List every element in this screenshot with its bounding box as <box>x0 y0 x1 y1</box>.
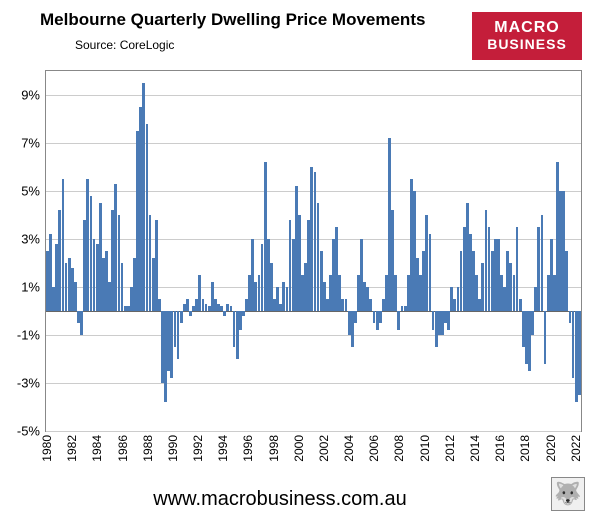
bar <box>379 311 382 323</box>
bar <box>345 299 348 311</box>
x-tick-label: 2018 <box>518 435 532 462</box>
bar <box>158 299 161 311</box>
y-tick-label: -5% <box>17 424 40 439</box>
grid-line <box>46 431 581 432</box>
bar <box>121 263 124 311</box>
bar <box>531 311 534 335</box>
x-tick-label: 2016 <box>493 435 507 462</box>
bar <box>429 234 432 311</box>
x-tick-label: 1980 <box>40 435 54 462</box>
x-tick-label: 1982 <box>65 435 79 462</box>
grid-line <box>46 143 581 144</box>
x-tick-label: 2002 <box>317 435 331 462</box>
bar <box>74 282 77 311</box>
bar <box>242 311 245 316</box>
x-tick-label: 1990 <box>166 435 180 462</box>
brand-logo: MACRO BUSINESS <box>472 12 582 60</box>
x-tick-label: 1996 <box>241 435 255 462</box>
x-tick-label: 2006 <box>367 435 381 462</box>
bar <box>519 299 522 311</box>
bar <box>394 275 397 311</box>
bar <box>447 311 450 330</box>
x-tick-label: 2014 <box>468 435 482 462</box>
bar <box>578 311 581 395</box>
y-tick-label: -3% <box>17 376 40 391</box>
bar <box>180 311 183 323</box>
x-tick-label: 1986 <box>116 435 130 462</box>
chart-container: Melbourne Quarterly Dwelling Price Movem… <box>0 0 597 519</box>
bar <box>80 311 83 335</box>
x-tick-label: 1988 <box>141 435 155 462</box>
x-tick-label: 2000 <box>292 435 306 462</box>
bar <box>565 251 568 311</box>
grid-line <box>46 95 581 96</box>
logo-line2: BUSINESS <box>487 36 567 53</box>
bar <box>544 311 547 364</box>
bar <box>541 215 544 311</box>
x-tick-label: 2020 <box>544 435 558 462</box>
y-tick-label: 5% <box>21 184 40 199</box>
x-tick-label: 1984 <box>90 435 104 462</box>
x-tick-label: 2012 <box>443 435 457 462</box>
y-tick-label: 9% <box>21 88 40 103</box>
chart-title: Melbourne Quarterly Dwelling Price Movem… <box>40 10 425 30</box>
source-label: Source: CoreLogic <box>75 38 174 52</box>
bar <box>369 299 372 311</box>
wolf-icon: 🐺 <box>551 477 585 511</box>
plot-area: -5%-3%-1%1%3%5%7%9%198019821984198619881… <box>45 70 582 432</box>
bar <box>186 299 189 311</box>
x-tick-label: 2010 <box>418 435 432 462</box>
y-tick-label: 1% <box>21 280 40 295</box>
y-tick-label: -1% <box>17 328 40 343</box>
grid-line <box>46 383 581 384</box>
x-tick-label: 2022 <box>569 435 583 462</box>
zero-line <box>46 311 581 312</box>
logo-line1: MACRO <box>494 20 559 36</box>
bar <box>354 311 357 323</box>
bar <box>223 311 226 316</box>
y-tick-label: 7% <box>21 136 40 151</box>
x-tick-label: 2004 <box>342 435 356 462</box>
y-tick-label: 3% <box>21 232 40 247</box>
x-tick-label: 1992 <box>191 435 205 462</box>
footer-url: www.macrobusiness.com.au <box>0 488 560 511</box>
x-tick-label: 1994 <box>216 435 230 462</box>
bar <box>155 220 158 311</box>
x-tick-label: 1998 <box>267 435 281 462</box>
bar <box>189 311 192 316</box>
x-tick-label: 2008 <box>392 435 406 462</box>
grid-line <box>46 335 581 336</box>
bar <box>397 311 400 330</box>
